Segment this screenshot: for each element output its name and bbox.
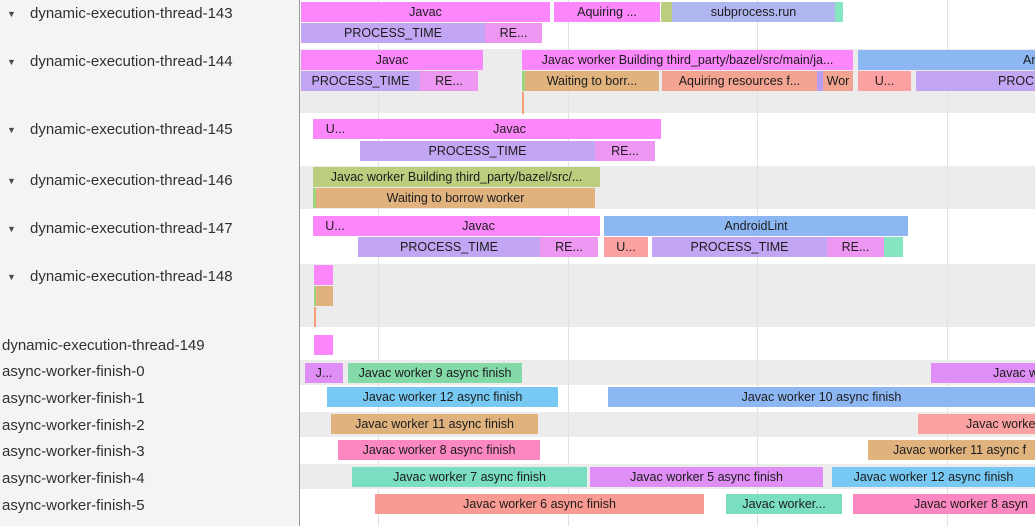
trace-slice-aquiring-resources-f-[interactable]: Aquiring resources f... (662, 71, 817, 91)
row-band (300, 264, 1035, 327)
trace-slice-javac[interactable]: Javac (301, 2, 550, 22)
trace-slice-androidlint[interactable]: AndroidLint (858, 50, 1035, 70)
trace-slice[interactable] (314, 335, 333, 355)
trace-slice-re-[interactable]: RE... (485, 23, 542, 43)
expander-chevron-down-icon[interactable]: ▼ (7, 272, 16, 282)
track-row-label-dynamic-execution-thread-145[interactable]: ▼ dynamic-execution-thread-145 (0, 120, 233, 140)
trace-slice-javac-worker-7-async-finish[interactable]: Javac worker 7 async finish (352, 467, 587, 487)
track-name-text: dynamic-execution-thread-146 (30, 172, 233, 189)
trace-slice-process-time[interactable]: PROCESS_TIME (358, 237, 540, 257)
track-row-label-dynamic-execution-thread-146[interactable]: ▼ dynamic-execution-thread-146 (0, 171, 233, 191)
track-name-text: dynamic-execution-thread-148 (30, 268, 233, 285)
trace-slice[interactable] (314, 286, 316, 306)
expander-chevron-down-icon[interactable]: ▼ (7, 57, 16, 67)
track-name-text: dynamic-execution-thread-149 (2, 337, 205, 354)
trace-slice-wor[interactable]: Wor (823, 71, 853, 91)
track-name-text: dynamic-execution-thread-144 (30, 53, 233, 70)
expander-chevron-down-icon[interactable]: ▼ (7, 224, 16, 234)
trace-slice-javac-worker-11-async-f[interactable]: Javac worker 11 async f (868, 440, 1035, 460)
track-row-label-dynamic-execution-thread-149: dynamic-execution-thread-149 (0, 336, 205, 356)
trace-slice-subprocess-run[interactable]: subprocess.run (672, 2, 835, 22)
track-name-text: async-worker-finish-2 (2, 417, 145, 434)
trace-slice-javac-worker-6-async-finish[interactable]: Javac worker 6 async finish (375, 494, 704, 514)
track-row-label-async-worker-finish-4: async-worker-finish-4 (0, 469, 145, 489)
trace-slice-re-[interactable]: RE... (540, 237, 598, 257)
track-name-text: dynamic-execution-thread-143 (30, 5, 233, 22)
time-gridline (757, 0, 758, 526)
trace-slice[interactable] (661, 2, 672, 22)
track-name-text: async-worker-finish-1 (2, 390, 145, 407)
trace-slice-javac-worker-8-async-finish[interactable]: Javac worker 8 async finish (338, 440, 540, 460)
track-name-sidebar: ▼ dynamic-execution-thread-143 ▼ dynamic-ex… (0, 0, 300, 526)
time-gridline (947, 0, 948, 526)
trace-slice[interactable] (314, 307, 316, 327)
trace-slice[interactable] (313, 188, 316, 208)
track-row-label-async-worker-finish-5: async-worker-finish-5 (0, 496, 145, 516)
track-row-label-dynamic-execution-thread-147[interactable]: ▼ dynamic-execution-thread-147 (0, 219, 233, 239)
trace-slice-javac[interactable]: Javac (357, 216, 600, 236)
trace-slice-u-[interactable]: U... (313, 216, 357, 236)
trace-slice-re-[interactable]: RE... (595, 141, 655, 161)
trace-slice-u-[interactable]: U... (604, 237, 648, 257)
trace-slice-u-[interactable]: U... (858, 71, 911, 91)
trace-slice-waiting-to-borrow-worker[interactable]: Waiting to borrow worker (316, 188, 595, 208)
trace-slice-javac-worker-12-async-finish[interactable]: Javac worker 12 async finish (832, 467, 1035, 487)
trace-slice-javac-worker-5-async-finish[interactable]: Javac worker 5 async finish (590, 467, 823, 487)
trace-slice-javac-w[interactable]: Javac w (931, 363, 1035, 383)
trace-slice[interactable] (817, 71, 823, 91)
track-name-text: async-worker-finish-0 (2, 363, 145, 380)
track-name-text: dynamic-execution-thread-145 (30, 121, 233, 138)
trace-slice-javac-worker-11-async-finish[interactable]: Javac worker 11 async finish (331, 414, 538, 434)
trace-slice-javac-worke[interactable]: Javac worke (918, 414, 1035, 434)
track-row-label-async-worker-finish-3: async-worker-finish-3 (0, 442, 145, 462)
trace-slice-process-time[interactable]: PROCESS_TIME (916, 71, 1035, 91)
timeline-canvas[interactable]: Javac Aquiring ... subprocess.run PROCESS_T… (300, 0, 1035, 526)
expander-chevron-down-icon[interactable]: ▼ (7, 176, 16, 186)
track-row-label-dynamic-execution-thread-144[interactable]: ▼ dynamic-execution-thread-144 (0, 52, 233, 72)
track-name-text: async-worker-finish-5 (2, 497, 145, 514)
trace-slice-process-time[interactable]: PROCESS_TIME (360, 141, 595, 161)
trace-slice-j-[interactable]: J... (305, 363, 343, 383)
track-row-label-dynamic-execution-thread-148[interactable]: ▼ dynamic-execution-thread-148 (0, 267, 233, 287)
trace-slice-re-[interactable]: RE... (420, 71, 478, 91)
trace-slice[interactable] (316, 286, 333, 306)
trace-slice-javac-worker-10-async-finish[interactable]: Javac worker 10 async finish (608, 387, 1035, 407)
trace-slice-re-[interactable]: RE... (827, 237, 884, 257)
trace-slice-aquiring-[interactable]: Aquiring ... (554, 2, 660, 22)
track-row-label-dynamic-execution-thread-143[interactable]: ▼ dynamic-execution-thread-143 (0, 4, 233, 24)
trace-slice-javac-worker-8-asyn[interactable]: Javac worker 8 asyn (853, 494, 1035, 514)
trace-slice-waiting-to-borr-[interactable]: Waiting to borr... (525, 71, 659, 91)
track-name-text: dynamic-execution-thread-147 (30, 220, 233, 237)
trace-slice-process-time[interactable]: PROCESS_TIME (301, 23, 485, 43)
expander-chevron-down-icon[interactable]: ▼ (7, 9, 16, 19)
trace-slice-javac[interactable]: Javac (301, 50, 483, 70)
trace-slice-u-[interactable]: U... (313, 119, 358, 139)
time-gridline (568, 0, 569, 526)
trace-slice-javac-worker-building-third-party-bazel-src-[interactable]: Javac worker Building third_party/bazel/… (313, 167, 600, 187)
track-name-text: async-worker-finish-4 (2, 470, 145, 487)
trace-slice-process-time[interactable]: PROCESS_TIME (301, 71, 420, 91)
trace-slice[interactable] (314, 265, 333, 285)
track-name-text: async-worker-finish-3 (2, 443, 145, 460)
trace-slice-javac-worker-building-third-party-bazel-src-main-ja-[interactable]: Javac worker Building third_party/bazel/… (522, 50, 853, 70)
time-gridline (378, 0, 379, 526)
trace-slice-javac[interactable]: Javac (358, 119, 661, 139)
trace-slice[interactable] (522, 71, 525, 91)
trace-slice-javac-worker-[interactable]: Javac worker... (726, 494, 842, 514)
trace-slice-process-time[interactable]: PROCESS_TIME (652, 237, 827, 257)
trace-slice[interactable] (522, 92, 524, 114)
trace-slice-javac-worker-12-async-finish[interactable]: Javac worker 12 async finish (327, 387, 558, 407)
track-row-label-async-worker-finish-0: async-worker-finish-0 (0, 362, 145, 382)
trace-slice[interactable] (884, 237, 903, 257)
track-row-label-async-worker-finish-2: async-worker-finish-2 (0, 416, 145, 436)
trace-slice-javac-worker-9-async-finish[interactable]: Javac worker 9 async finish (348, 363, 522, 383)
track-row-label-async-worker-finish-1: async-worker-finish-1 (0, 389, 145, 409)
trace-slice-androidlint[interactable]: AndroidLint (604, 216, 908, 236)
expander-chevron-down-icon[interactable]: ▼ (7, 125, 16, 135)
trace-slice[interactable] (835, 2, 843, 22)
